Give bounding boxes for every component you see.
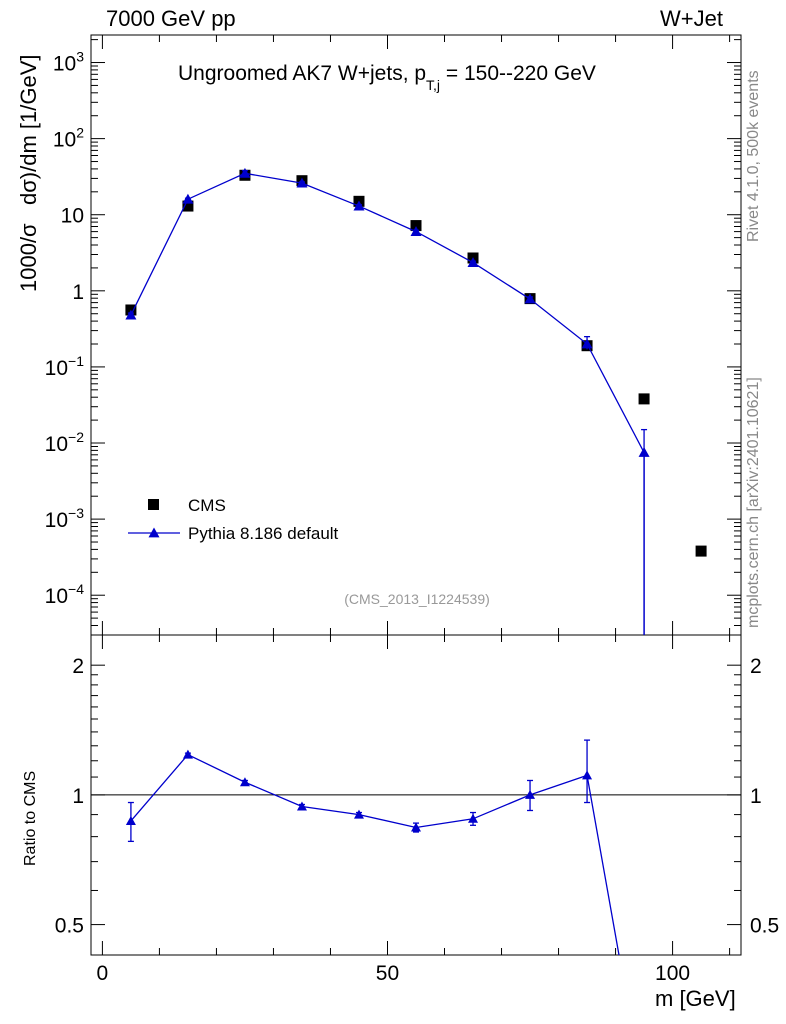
chart-title-subscript: T,j bbox=[426, 77, 441, 93]
pythia-line bbox=[130, 172, 645, 635]
legend-cms-marker bbox=[148, 499, 159, 510]
cms-data-point bbox=[410, 220, 422, 232]
main-axis-ticks: 10−4 10−3 10−2 10−1 1 10 102 103 bbox=[45, 35, 741, 636]
ratio-data-point bbox=[125, 815, 136, 825]
pythia-data-point bbox=[353, 200, 365, 211]
ratio-data-point bbox=[239, 777, 250, 787]
pythia-data-point bbox=[524, 293, 536, 304]
cms-data-point bbox=[638, 393, 650, 405]
ratio-data-point bbox=[411, 822, 421, 832]
main-y-tick-label: 10 bbox=[61, 205, 84, 228]
ratio-data-point bbox=[296, 801, 307, 811]
pythia-data-point bbox=[410, 226, 422, 237]
ratio-data-point bbox=[525, 789, 536, 799]
ratio-y-tick-label-right: 0.5 bbox=[750, 915, 779, 938]
pythia-data-point bbox=[182, 193, 194, 204]
legend-pythia-marker bbox=[148, 527, 160, 538]
ratio-y-tick-label-left: 2 bbox=[72, 655, 84, 678]
pythia-data-point bbox=[581, 338, 593, 349]
main-y-tick-label: 1 bbox=[72, 281, 84, 304]
ratio-line bbox=[130, 753, 620, 956]
ratio-axis-ticks: 0 50 100 0.5 0.5 1 1 2 2 bbox=[55, 635, 779, 985]
main-y-tick-label: 103 bbox=[53, 49, 84, 76]
ratio-data-marks bbox=[125, 739, 620, 956]
chart-title: Ungroomed AK7 W+jets, pT,j = 150--220 Ge… bbox=[178, 62, 596, 93]
pythia-data-point bbox=[296, 177, 308, 188]
main-y-tick-label: 10−4 bbox=[45, 581, 85, 608]
chart-title-tail: = 150--220 GeV bbox=[440, 62, 596, 85]
main-y-tick-label: 10−1 bbox=[45, 353, 85, 380]
main-y-tick-label: 10−2 bbox=[45, 429, 85, 456]
main-y-tick-label: 10−3 bbox=[45, 505, 85, 532]
ratio-data-point bbox=[582, 770, 593, 780]
cms-data-point bbox=[695, 545, 707, 557]
main-y-tick-label: 102 bbox=[53, 125, 84, 152]
cms-data-point bbox=[182, 200, 194, 212]
x-tick-label: 50 bbox=[376, 962, 399, 985]
chart-title-main: Ungroomed AK7 W+jets, p bbox=[178, 62, 427, 85]
analysis-watermark: (CMS_2013_I1224539) bbox=[344, 591, 490, 607]
pythia-data-point bbox=[125, 309, 137, 320]
legend: CMS Pythia 8.186 default bbox=[128, 496, 339, 543]
ratio-data-point bbox=[468, 813, 479, 823]
main-data-marks bbox=[125, 167, 707, 635]
pythia-data-point bbox=[638, 447, 650, 457]
x-tick-label: 100 bbox=[655, 962, 690, 985]
ratio-y-tick-label-left: 1 bbox=[72, 785, 84, 808]
ratio-data-point bbox=[182, 749, 193, 759]
legend-cms-label: CMS bbox=[188, 496, 226, 515]
header-left-label: 7000 GeV pp bbox=[106, 6, 236, 31]
ratio-y-tick-label-right: 2 bbox=[750, 655, 762, 678]
ratio-data-point bbox=[353, 809, 364, 819]
ratio-y-tick-label-right: 1 bbox=[750, 785, 762, 808]
x-axis-label: m [GeV] bbox=[655, 986, 736, 1011]
legend-pythia-label: Pythia 8.186 default bbox=[188, 524, 339, 543]
pythia-data-point bbox=[467, 257, 479, 267]
ratio-y-tick-label-left: 0.5 bbox=[55, 915, 84, 938]
pythia-data-point bbox=[239, 167, 251, 178]
header-right-label: W+Jet bbox=[660, 6, 723, 31]
x-tick-label: 0 bbox=[97, 962, 109, 985]
